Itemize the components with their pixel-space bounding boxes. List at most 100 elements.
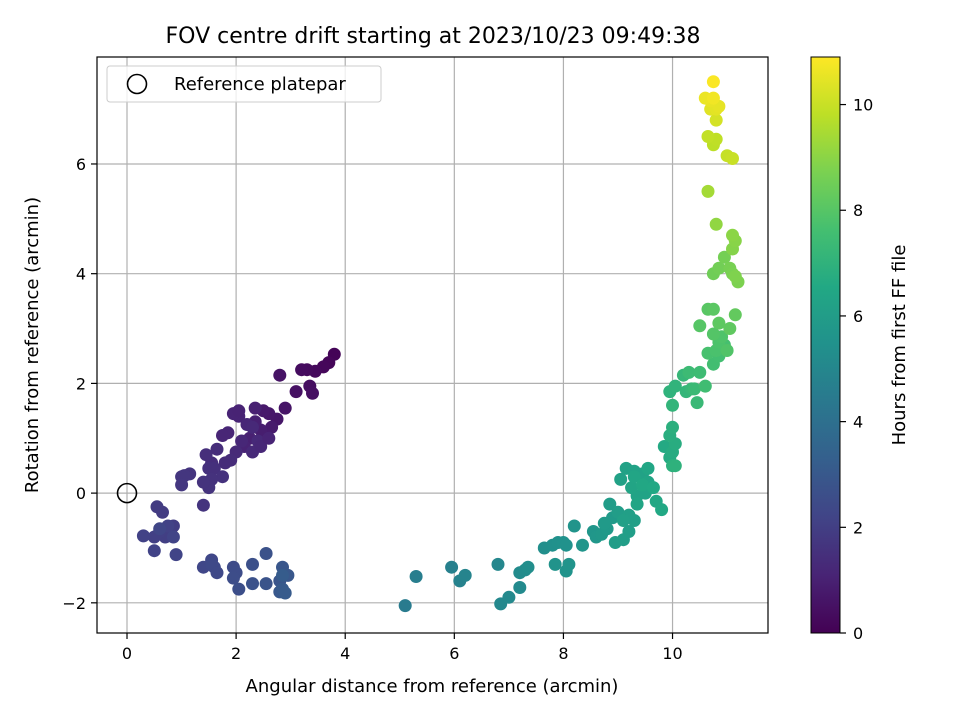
data-point <box>646 481 660 495</box>
data-point <box>491 557 505 571</box>
data-point <box>513 581 527 594</box>
x-tick-label: 0 <box>122 644 132 663</box>
data-point <box>666 420 679 434</box>
legend-label-reference: Reference platepar <box>174 74 346 95</box>
data-point <box>726 152 739 165</box>
data-point <box>625 481 639 495</box>
data-point <box>712 261 726 275</box>
data-point <box>548 557 562 571</box>
data-point <box>306 386 319 400</box>
data-point <box>147 544 161 558</box>
data-points <box>136 75 745 613</box>
x-tick-label: 2 <box>231 644 241 663</box>
colorbar-tick-label: 6 <box>853 307 863 326</box>
data-point <box>273 368 287 382</box>
data-point <box>728 269 742 283</box>
data-point <box>521 560 535 574</box>
plot-frame <box>96 56 769 634</box>
data-point <box>706 302 720 316</box>
colorbar-tick-label: 0 <box>853 624 863 643</box>
data-point <box>668 379 682 393</box>
x-tick-label: 6 <box>449 644 459 663</box>
data-point <box>636 478 649 492</box>
data-point <box>259 547 273 560</box>
data-point <box>706 91 720 105</box>
reference-point-marker <box>116 482 138 504</box>
data-point <box>246 557 259 571</box>
data-point <box>278 586 292 600</box>
legend-marker-reference <box>126 73 148 95</box>
data-point <box>458 568 472 582</box>
data-point <box>682 365 696 379</box>
data-point <box>712 316 726 330</box>
colorbar-label: Hours from first FF file <box>889 245 910 446</box>
data-point <box>246 420 259 434</box>
data-point <box>655 503 669 517</box>
data-point <box>226 571 240 585</box>
data-point <box>278 401 292 415</box>
data-point <box>668 459 682 473</box>
data-point <box>723 322 737 335</box>
data-point <box>603 497 617 511</box>
colorbar: 0 2 4 6 8 10 Hours from first FF file <box>810 56 910 643</box>
y-tick-label: 4 <box>76 265 86 284</box>
data-point <box>706 327 720 341</box>
data-point <box>248 401 262 415</box>
data-point <box>616 514 630 527</box>
data-point <box>445 560 459 574</box>
colorbar-tick-label: 2 <box>853 518 863 537</box>
data-point <box>218 456 232 470</box>
data-point <box>196 498 210 512</box>
data-point <box>717 250 731 264</box>
data-point <box>232 404 246 418</box>
colorbar-tick-label: 8 <box>853 201 863 220</box>
data-point <box>246 577 259 591</box>
data-point <box>196 475 210 489</box>
y-axis-label: Rotation from reference (arcmin) <box>22 197 43 493</box>
data-point <box>207 461 221 475</box>
data-point <box>210 566 224 580</box>
data-point <box>409 570 423 583</box>
data-point <box>698 379 712 393</box>
y-tick-label: 2 <box>76 374 86 393</box>
data-point <box>726 228 739 242</box>
data-point <box>276 568 289 582</box>
data-point <box>627 470 641 484</box>
data-point <box>562 557 576 571</box>
data-point <box>199 448 213 462</box>
colorbar-gradient <box>810 56 841 634</box>
data-point <box>153 522 167 536</box>
data-point <box>232 582 246 596</box>
data-point <box>706 75 720 89</box>
data-point <box>720 344 734 357</box>
data-point <box>687 382 701 396</box>
x-tick-label: 10 <box>662 644 682 663</box>
grid-lines <box>97 57 768 633</box>
data-point <box>235 434 249 448</box>
y-tick-label: −2 <box>62 594 86 613</box>
data-point <box>701 130 715 143</box>
data-point <box>559 538 573 552</box>
data-point <box>693 365 707 379</box>
chart-title: FOV centre drift starting at 2023/10/23 … <box>166 24 701 49</box>
data-point <box>728 308 742 322</box>
x-axis-ticks: 0 2 4 6 8 10 <box>122 633 683 663</box>
data-point <box>136 529 150 543</box>
data-point <box>597 516 611 530</box>
data-point <box>630 497 644 511</box>
data-point <box>398 599 412 613</box>
colorbar-ticks: 0 2 4 6 8 10 <box>840 96 873 643</box>
y-tick-label: 6 <box>76 155 86 174</box>
data-point <box>641 461 655 475</box>
data-point <box>169 548 183 562</box>
data-point <box>289 385 303 399</box>
data-point <box>216 429 229 442</box>
x-tick-label: 8 <box>558 644 568 663</box>
data-point <box>690 396 704 410</box>
y-axis-ticks: −2 0 2 4 6 <box>62 155 97 613</box>
y-tick-label: 0 <box>76 484 86 503</box>
data-point <box>622 525 636 538</box>
data-point <box>259 577 273 591</box>
data-point <box>502 590 516 604</box>
